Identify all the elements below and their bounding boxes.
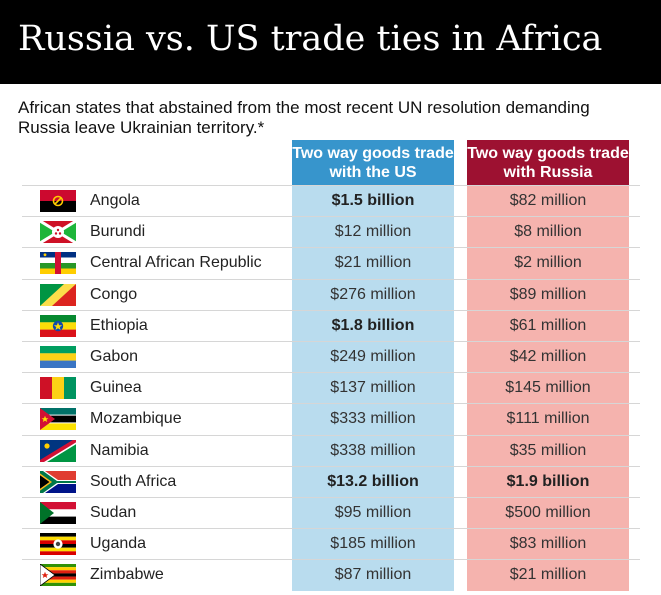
russia-trade-value: $83 million <box>509 535 587 553</box>
russia-trade-value: $61 million <box>509 316 587 334</box>
ethiopia-flag-icon <box>40 314 76 337</box>
table-row: South Africa $13.2 billion $1.9 billion <box>0 465 661 497</box>
russia-trade-value: $2 million <box>514 254 582 272</box>
row-divider <box>22 309 640 311</box>
row-divider <box>22 434 640 436</box>
country-name: Mozambique <box>90 410 182 428</box>
country-name: Ethiopia <box>90 316 148 334</box>
table-row: Congo $276 million $89 million <box>0 278 661 310</box>
us-trade-value: $333 million <box>330 410 416 428</box>
table-row: Guinea $137 million $145 million <box>0 372 661 403</box>
us-trade-value: $1.5 billion <box>331 192 415 209</box>
table-row: Angola $1.5 billion $82 million <box>0 185 661 216</box>
russia-column-header: Two way goods trade with Russia <box>467 140 629 185</box>
namibia-flag-icon <box>40 439 76 462</box>
table-row: Ethiopia $1.8 billion $61 million <box>0 309 661 341</box>
guinea-flag-icon <box>40 377 76 400</box>
country-name: Angola <box>90 192 140 209</box>
row-divider <box>22 465 640 467</box>
row-divider <box>22 185 640 186</box>
russia-trade-value: $500 million <box>505 504 591 521</box>
south-africa-flag-icon <box>40 470 76 493</box>
country-name: Central African Republic <box>90 254 262 272</box>
us-trade-value: $13.2 billion <box>327 472 419 490</box>
us-trade-value: $185 million <box>330 535 416 553</box>
row-divider <box>22 278 640 280</box>
us-trade-value: $249 million <box>330 348 416 365</box>
angola-flag-icon <box>40 190 76 212</box>
russia-trade-value: $1.9 billion <box>506 472 590 490</box>
russia-trade-value: $111 million <box>506 410 590 428</box>
row-divider <box>22 403 640 405</box>
table-row: Sudan $95 million $500 million <box>0 497 661 528</box>
russia-trade-value: $82 million <box>509 192 587 209</box>
country-name: Burundi <box>90 223 146 241</box>
table-row: Namibia $338 million $35 million <box>0 434 661 466</box>
country-name: Uganda <box>90 535 147 553</box>
gabon-flag-icon <box>40 346 76 368</box>
row-divider <box>22 247 640 249</box>
us-trade-value: $21 million <box>334 254 412 272</box>
table-row: Zimbabwe $87 million $21 million <box>0 559 661 590</box>
us-column-header: Two way goods trade with the US <box>292 140 454 185</box>
title-bar: Russia vs. US trade ties in Africa <box>0 0 661 84</box>
russia-trade-value: $42 million <box>509 348 587 365</box>
country-name: Namibia <box>90 441 149 459</box>
us-trade-value: $137 million <box>330 379 416 397</box>
table-row: Burundi $12 million $8 million <box>0 216 661 247</box>
row-divider <box>22 559 640 561</box>
russia-column-background <box>467 140 629 591</box>
row-divider <box>22 341 640 342</box>
mozambique-flag-icon <box>40 408 76 431</box>
country-name: Sudan <box>90 504 137 521</box>
table-row: Gabon $249 million $42 million <box>0 341 661 372</box>
sudan-flag-icon <box>40 502 76 524</box>
country-name: South Africa <box>90 472 177 490</box>
us-trade-value: $12 million <box>334 223 412 241</box>
row-divider <box>22 497 640 498</box>
us-trade-value: $276 million <box>330 285 416 303</box>
country-name: Guinea <box>90 379 142 397</box>
chart-title: Russia vs. US trade ties in Africa <box>18 19 603 59</box>
zimbabwe-flag-icon <box>40 564 76 587</box>
us-trade-value: $95 million <box>334 504 412 521</box>
russia-trade-value: $89 million <box>509 285 587 303</box>
car-flag-icon <box>40 252 76 275</box>
uganda-flag-icon <box>40 533 76 556</box>
chart-subtitle: African states that abstained from the m… <box>18 98 590 137</box>
us-trade-value: $338 million <box>330 441 416 459</box>
russia-trade-value: $35 million <box>509 441 587 459</box>
table-row: Central African Republic $21 million $2 mi… <box>0 247 661 278</box>
russia-trade-value: $21 million <box>509 566 587 584</box>
table-row: Mozambique $333 million $111 million <box>0 403 661 434</box>
russia-trade-value: $145 million <box>505 379 591 397</box>
burundi-flag-icon <box>40 221 76 244</box>
us-trade-value: $87 million <box>334 566 412 584</box>
russia-trade-value: $8 million <box>514 223 582 241</box>
table-row: Uganda $185 million $83 million <box>0 528 661 559</box>
country-name: Zimbabwe <box>90 566 164 584</box>
country-name: Congo <box>90 285 138 303</box>
congo-flag-icon <box>40 283 76 306</box>
row-divider <box>22 372 640 374</box>
country-name: Gabon <box>90 348 139 365</box>
us-column-background <box>292 140 454 591</box>
us-trade-value: $1.8 billion <box>331 316 415 334</box>
row-divider <box>22 216 640 218</box>
row-divider <box>22 528 640 530</box>
